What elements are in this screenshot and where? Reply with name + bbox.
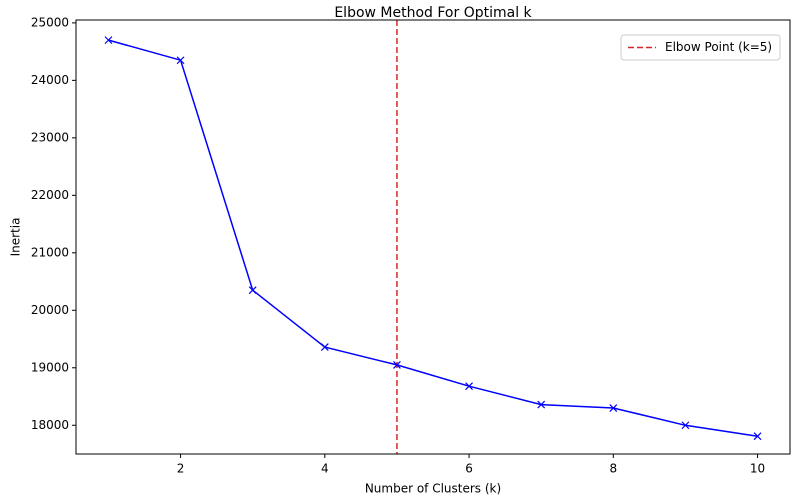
chart-title: Elbow Method For Optimal k [334, 5, 532, 21]
x-tick-label: 2 [177, 462, 185, 476]
y-tick-label: 23000 [31, 130, 69, 144]
data-point-marker [104, 36, 113, 45]
data-point-marker [465, 382, 473, 391]
data-point-marker [393, 360, 401, 369]
data-point-marker [609, 404, 618, 412]
legend-box [620, 34, 781, 61]
data-point-marker [176, 56, 185, 65]
y-tick-label: 20000 [31, 303, 69, 317]
data-point-marker [320, 343, 329, 352]
plot-frame [75, 19, 791, 455]
plot-background [76, 20, 790, 454]
y-tick-label: 19000 [31, 360, 69, 374]
y-tick-label: 22000 [31, 188, 69, 202]
legend-entry-label: Elbow Point (k=5) [665, 40, 772, 54]
y-tick-label: 18000 [31, 418, 69, 432]
data-point-marker [681, 421, 690, 430]
legend: Elbow Point (k=5) [620, 34, 781, 61]
x-axis-label: Number of Clusters (k) [365, 482, 501, 496]
data-point-marker [537, 400, 546, 409]
inertia-series-line [108, 39, 758, 437]
x-tick-label: 10 [750, 462, 765, 476]
series-layer [104, 36, 762, 441]
ticks-layer: 2 4 6 8 10 18000 19000 20000 21000 22000 23000 2400… [31, 15, 765, 475]
data-point-marker [248, 286, 257, 295]
y-axis-label: Inertia [9, 218, 23, 257]
x-tick-label: 6 [465, 462, 473, 476]
x-tick-label: 4 [321, 462, 329, 476]
y-tick-label: 21000 [31, 245, 69, 259]
x-tick-label: 8 [609, 462, 617, 476]
data-point-marker [753, 432, 762, 441]
y-tick-label: 25000 [31, 15, 69, 29]
y-tick-label: 24000 [31, 73, 69, 87]
